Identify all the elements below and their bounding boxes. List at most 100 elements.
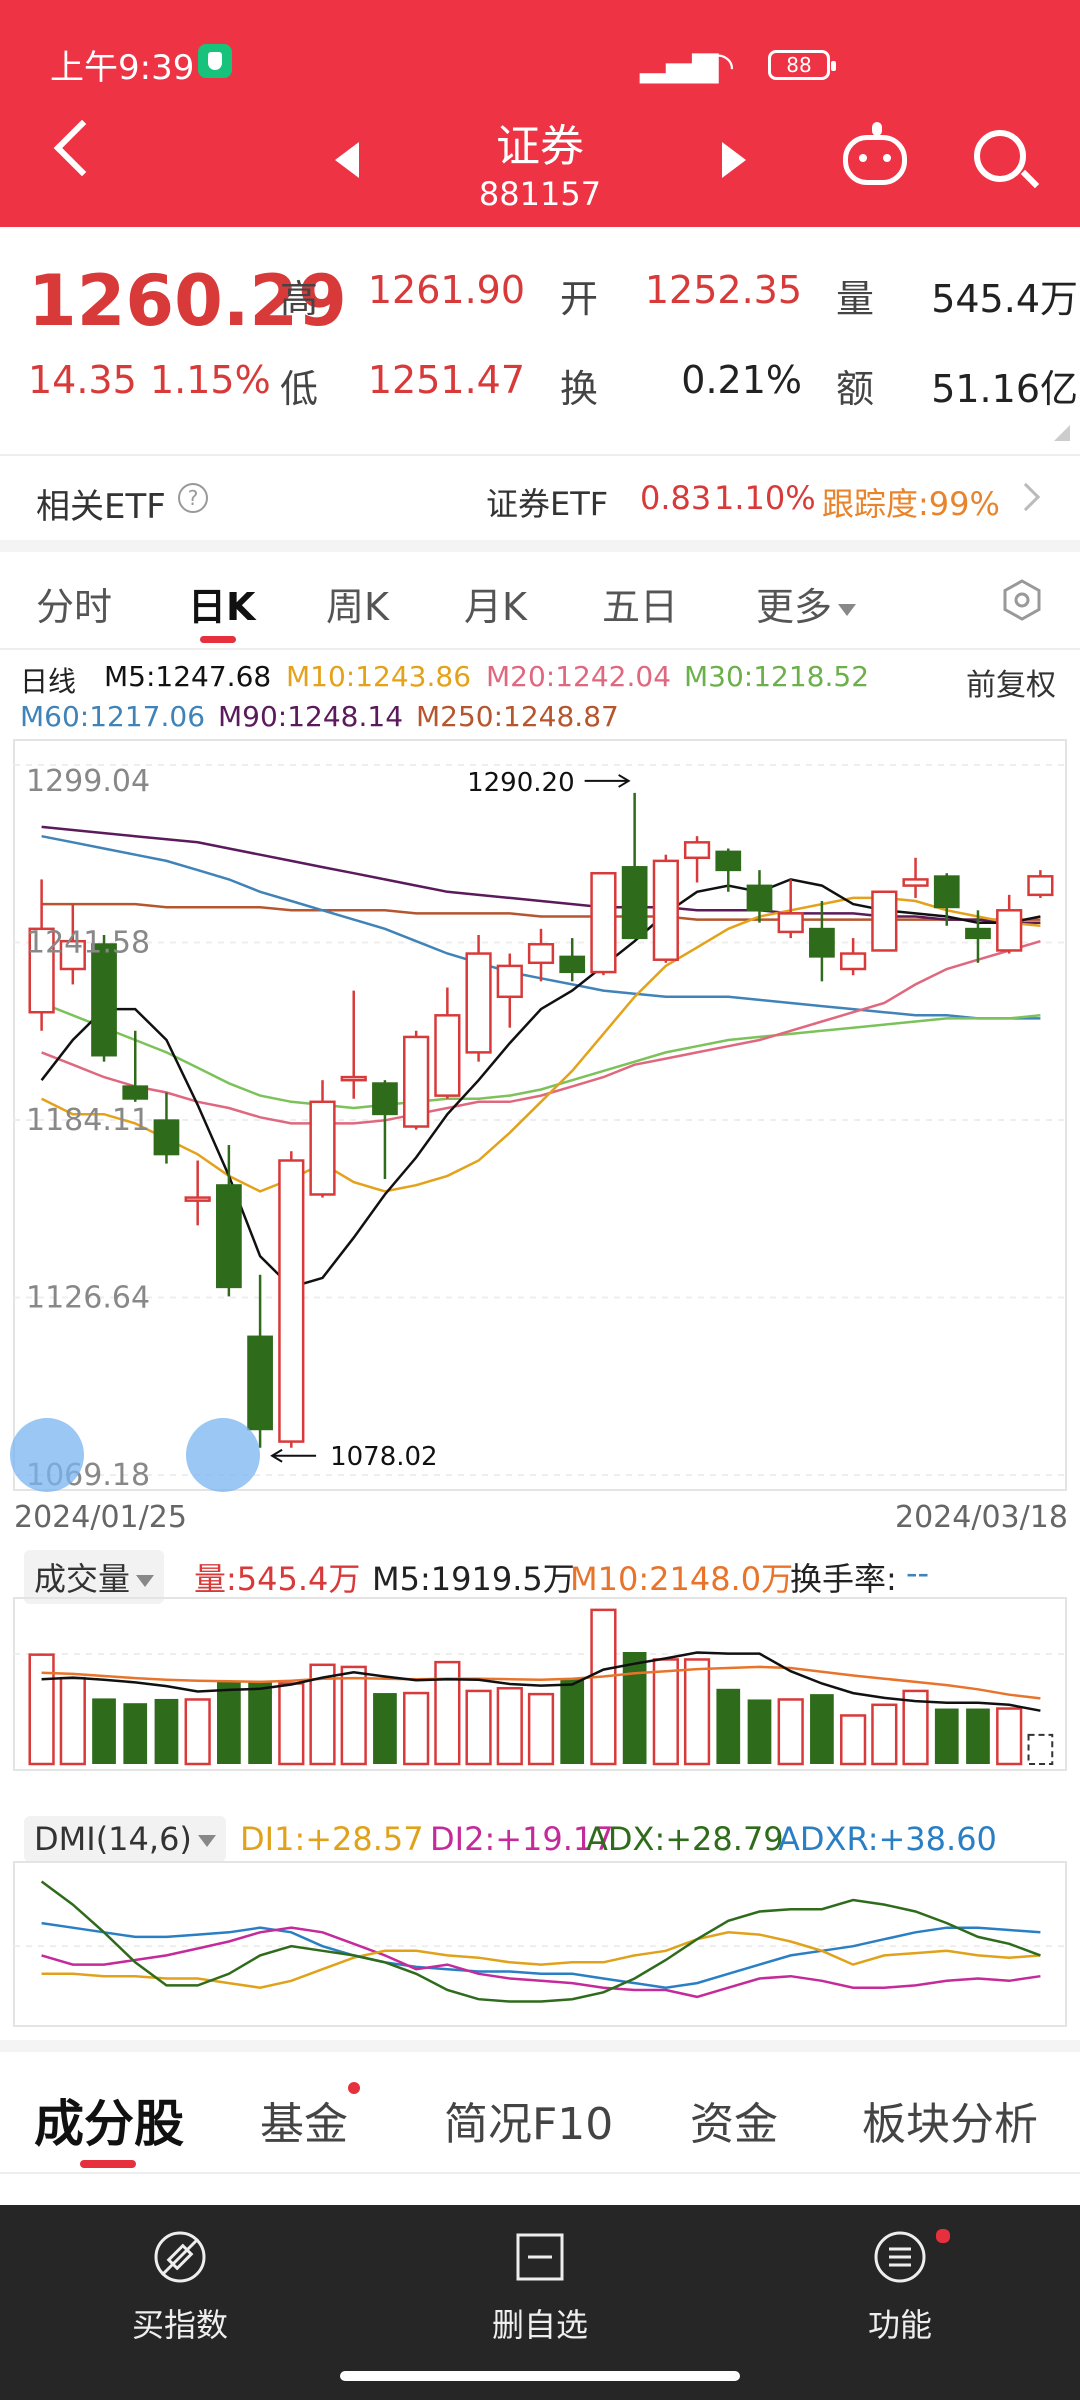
candle [933,873,960,926]
ma-legend-m20: M20:1242.04 [486,660,672,693]
etf-price: 0.83 [640,479,712,517]
candle [621,792,648,940]
turnover-rate-value: -- [906,1554,930,1592]
volume-bar [777,1698,804,1766]
dmi-di1: DI1:+28.57 [240,1820,424,1858]
volume-frame [13,1597,1067,1771]
volume-m10: M10:2148.0万 [570,1560,794,1598]
volume-chip-label: 成交量 [34,1560,131,1598]
candle [247,1274,273,1448]
volume-bar [496,1687,523,1766]
expand-corner-icon[interactable] [1054,425,1070,441]
scroll-left-icon[interactable] [10,1418,84,1492]
candle [809,901,835,982]
volume-bar [92,1698,116,1764]
candle [965,910,991,963]
settings-hexagon-icon[interactable] [1000,578,1044,622]
volume-chart[interactable] [0,1596,1080,1772]
volume-bar [966,1708,990,1764]
tab-monthly-k[interactable]: 月K [464,585,527,629]
volume-bar [683,1658,711,1766]
tab-capital[interactable]: 资金 [690,2099,778,2150]
etf-pct: 1.10% [714,479,816,517]
tab-daily-k[interactable]: 日K [188,585,256,629]
battery-icon: 88 [768,50,836,80]
next-stock-icon[interactable] [722,142,746,178]
dmi-frame [13,1861,1067,2027]
previous-stock-icon[interactable] [335,142,359,178]
status-time: 上午9:39 [50,48,195,88]
candle [715,848,742,892]
section-gap [0,540,1080,552]
divider [0,2172,1080,2174]
divider [0,454,1080,456]
ma-legend-m60: M60:1217.06 [20,700,206,733]
help-icon[interactable]: ? [178,483,208,513]
volume-bar [527,1692,555,1766]
chevron-right-icon[interactable] [1011,482,1041,512]
functions-menu-icon [874,2231,926,2283]
volume-bar [28,1653,55,1766]
ma-legend-m90: M90:1248.14 [218,700,404,733]
tab-funds[interactable]: 基金 [260,2099,348,2150]
volume-indicator-selector[interactable]: 成交量 [24,1550,165,1604]
dmi-chart[interactable] [0,1860,1080,2028]
robot-assistant-icon[interactable] [843,122,907,185]
candle [28,879,55,1031]
tab-more[interactable]: 更多 [756,576,857,631]
candle [527,928,555,982]
volume-bar [934,1708,959,1764]
active-tab-indicator [80,2160,136,2168]
volume-m10_line [41,1665,1041,1700]
amount-label: 额 [836,367,875,411]
candle [340,990,367,1099]
adjustment-mode[interactable]: 前复权 [966,668,1056,703]
high-value: 1261.90 [367,268,525,312]
dmi-indicator-selector[interactable]: DMI(14,6) [24,1816,226,1862]
candle [59,904,86,985]
volume-bar [123,1703,148,1764]
volume-bar [747,1699,772,1764]
tab-overview-f10[interactable]: 简况F10 [444,2099,614,2150]
candle [559,938,586,982]
volume-bar [1027,1733,1054,1765]
candle [590,871,617,976]
tab-constituents[interactable]: 成分股 [34,2095,184,2153]
volume-current: 量:545.4万 [194,1560,361,1598]
volume-bar [217,1680,241,1764]
section-gap [0,2040,1080,2052]
search-icon[interactable] [974,130,1026,182]
candle [652,854,679,963]
stock-code: 881157 [478,175,602,213]
candle [871,890,898,952]
tab-weekly-k[interactable]: 周K [326,585,389,629]
volume-bar [840,1714,867,1766]
buy-index-label: 买指数 [131,2306,228,2344]
related-etf-label: 相关ETF [36,487,166,527]
tab-sector-analysis[interactable]: 板块分析 [862,2099,1038,2150]
tab-five-day[interactable]: 五日 [602,585,679,629]
candle [184,1160,211,1226]
turnover-rate-label: 换手率: [790,1560,897,1598]
volume-bar [590,1608,617,1766]
tab-intraday[interactable]: 分时 [36,585,113,629]
security-shield-icon [198,44,232,78]
candle [496,953,523,1028]
dropdown-icon [838,603,857,616]
ma-legend-line-type: 日线 [20,665,77,698]
candle [278,1151,305,1448]
volume-bar [278,1682,305,1766]
y-tick-label: 1126.64 [26,1281,150,1316]
candle [1027,870,1054,898]
y-tick-label: 1241.58 [26,925,150,960]
dmi-adxr_line [41,1921,1041,1989]
candle [465,935,492,1062]
volume-bar [403,1691,430,1766]
dropdown-icon [136,1575,155,1587]
volume-bar [996,1707,1023,1766]
fullscreen-expand-icon[interactable] [186,1418,260,1492]
candle [403,1030,430,1130]
open-label: 开 [560,277,599,321]
volume-bar [309,1663,336,1766]
